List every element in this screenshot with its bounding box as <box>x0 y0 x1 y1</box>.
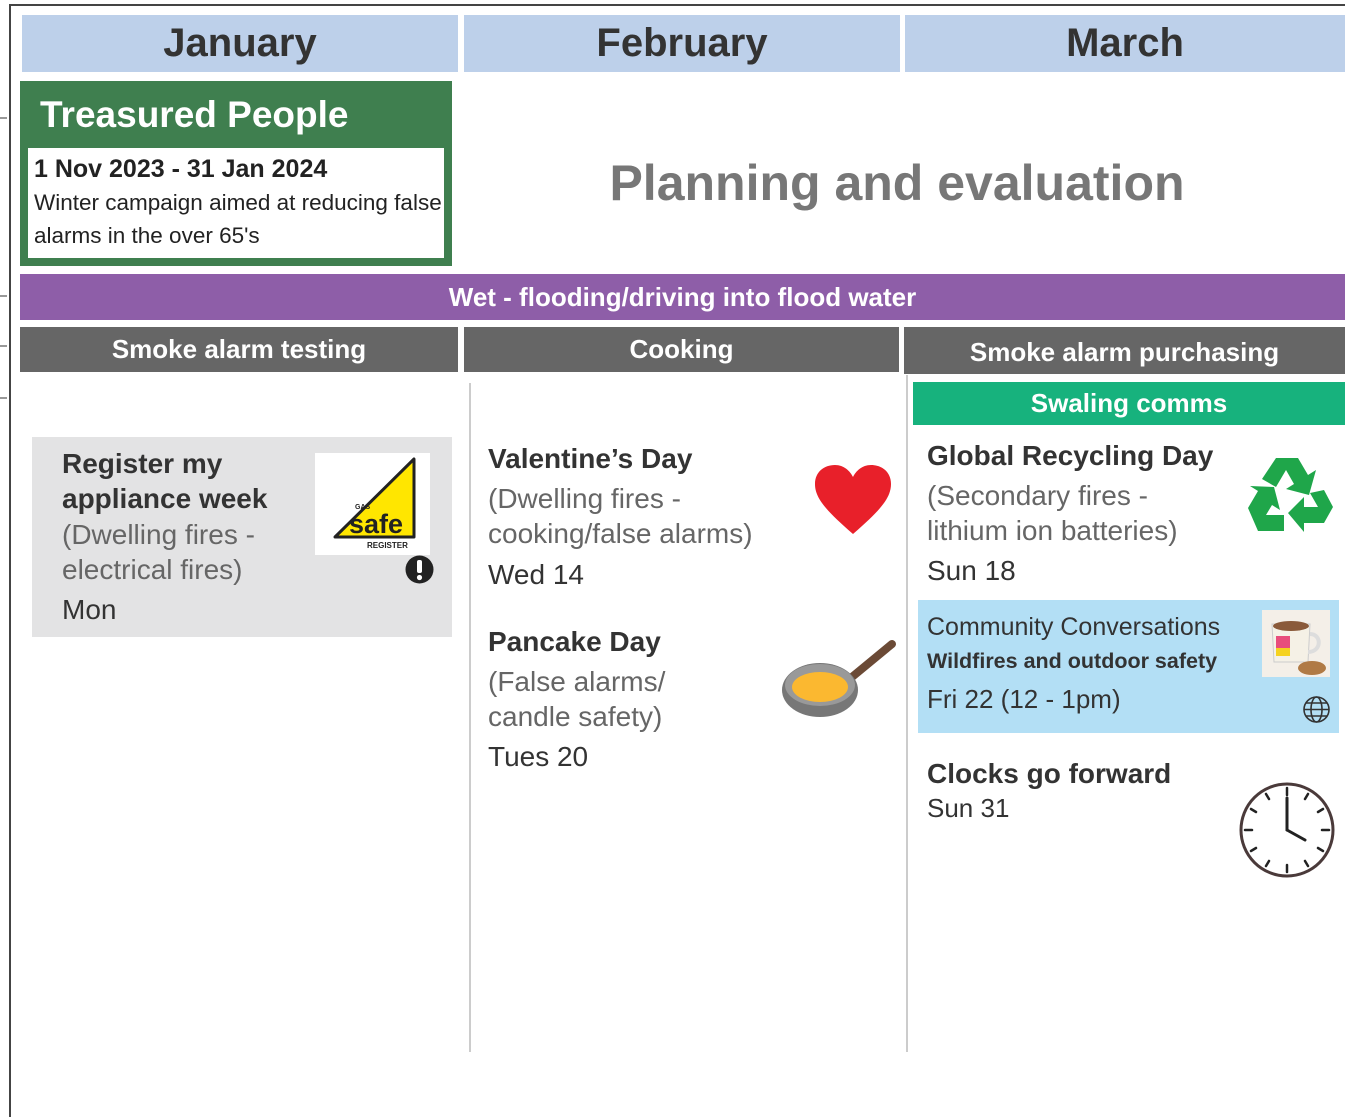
event-title: Pancake Day <box>488 626 661 657</box>
event-title: Clocks go forward <box>927 758 1172 789</box>
pan-icon <box>782 640 896 717</box>
event-title: Register my appliance week <box>62 448 268 514</box>
tea-icon <box>1262 610 1330 677</box>
recycle-icon <box>1248 458 1333 532</box>
month-header: March <box>905 15 1345 72</box>
banner: Wet - flooding/driving into flood water <box>20 274 1345 320</box>
event-title: Global Recycling Day <box>927 440 1214 471</box>
swaling-bar: Swaling comms <box>913 382 1345 425</box>
event-date: Sun 18 <box>927 555 1016 586</box>
event-title: Valentine’s Day <box>488 443 693 474</box>
month-header: January <box>22 15 458 72</box>
event-detail: (Dwelling fires - electrical fires) <box>62 519 255 585</box>
alert-icon <box>405 555 434 584</box>
logo-text: safe <box>349 509 403 539</box>
month-header: February <box>464 15 900 72</box>
campaign-box: Treasured People 1 Nov 2023 - 31 Jan 202… <box>20 81 452 266</box>
column-divider <box>906 375 908 1052</box>
theme-bar: Smoke alarm testing <box>20 327 458 372</box>
clock-icon <box>1239 782 1335 878</box>
column-divider <box>469 383 471 1052</box>
event-date: Sun 31 <box>927 793 1010 823</box>
event-subtitle: Wildfires and outdoor safety <box>927 649 1218 673</box>
theme-bar: Smoke alarm purchasing <box>904 327 1345 374</box>
event-detail: (False alarms/ candle safety) <box>488 666 666 732</box>
campaign-description: Winter campaign aimed at reducing false … <box>34 190 442 248</box>
campaign-title: Treasured People <box>40 94 349 135</box>
event-detail: (Dwelling fires - cooking/false alarms) <box>488 483 753 549</box>
heart-icon <box>815 465 891 534</box>
logo-text: REGISTER <box>367 541 408 550</box>
campaign-dates: 1 Nov 2023 - 31 Jan 2024 <box>34 155 328 183</box>
campaign-inner: 1 Nov 2023 - 31 Jan 2024 Winter campaign… <box>28 148 444 258</box>
planning-label: Planning and evaluation <box>609 155 1185 211</box>
theme-bar: Cooking <box>464 327 899 372</box>
event-date: Tues 20 <box>488 741 589 772</box>
logo-text: GAS <box>355 504 371 511</box>
event-date: Mon <box>62 594 117 625</box>
event-detail: (Secondary fires - lithium ion batteries… <box>927 480 1178 546</box>
gas-safe-logo: GAS safe REGISTER <box>315 453 430 555</box>
globe-icon <box>1303 696 1330 723</box>
event-title: Community Conversations <box>927 613 1221 641</box>
frame-left <box>9 5 11 1117</box>
event-date: Wed 14 <box>488 559 584 590</box>
row-markers <box>0 117 7 399</box>
event-date: Fri 22 (12 - 1pm) <box>927 684 1121 714</box>
frame-top <box>9 4 1345 6</box>
